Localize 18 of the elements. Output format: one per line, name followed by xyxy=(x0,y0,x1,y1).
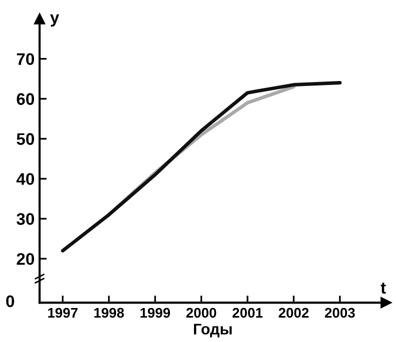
y-tick-label: 70 xyxy=(16,53,34,65)
x-tick-label: 2002 xyxy=(278,308,309,318)
x-axis-title: Годы xyxy=(194,324,232,338)
y-tick-label: 30 xyxy=(16,213,34,225)
y-tick-label: 50 xyxy=(16,133,34,145)
annotation: t xyxy=(380,282,386,294)
x-tick-label: 2000 xyxy=(186,308,216,318)
x-tick-label: 2001 xyxy=(232,308,263,318)
y-tick-label: 40 xyxy=(16,173,34,185)
y-axis-title: y xyxy=(50,14,60,27)
x-tick-label: 1998 xyxy=(94,308,124,318)
y-tick-label: 60 xyxy=(16,93,34,105)
text: 0 xyxy=(6,295,14,308)
x-tick-label: 1999 xyxy=(140,308,170,318)
x-tick-label: 2003 xyxy=(324,308,355,318)
y-tick-label: 20 xyxy=(16,253,34,265)
x-tick-label: 1997 xyxy=(48,308,78,318)
line-series xyxy=(60,81,342,252)
